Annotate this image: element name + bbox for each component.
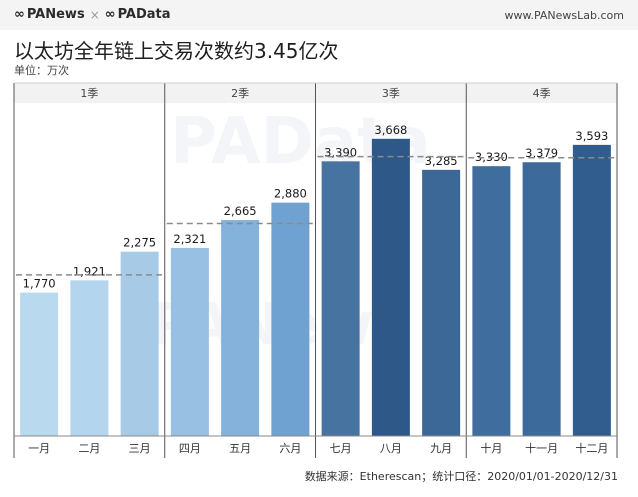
bar: [472, 166, 511, 436]
data-label: 3,390: [324, 145, 357, 159]
padata-logo-icon: ∞: [104, 7, 116, 22]
data-label: 2,880: [274, 187, 307, 201]
bar: [70, 280, 109, 436]
group-header-bg: [466, 83, 617, 103]
data-label: 3,593: [575, 129, 608, 143]
bar: [20, 292, 59, 436]
bar: [522, 162, 561, 436]
panews-logo-icon: ∞: [14, 7, 25, 22]
category-label: 三月: [129, 442, 151, 455]
bar: [170, 247, 209, 436]
group-label: 2季: [231, 87, 249, 100]
category-label: 四月: [179, 442, 201, 455]
data-label: 3,668: [374, 123, 407, 137]
chart-unit: 单位：万次: [14, 64, 69, 77]
site-url: www.PANewsLab.com: [504, 9, 625, 22]
category-label: 十二月: [575, 441, 608, 455]
bar: [422, 169, 461, 437]
data-label: 2,275: [123, 236, 156, 250]
category-label: 九月: [430, 442, 452, 455]
bar: [321, 161, 360, 437]
bar: [271, 202, 310, 436]
data-source: 数据来源：Etherescan；统计口径：2020/01/01-2020/12/…: [304, 470, 618, 483]
bar: [572, 144, 611, 436]
data-label: 3,379: [525, 146, 558, 160]
data-label: 1,770: [23, 277, 56, 291]
group-label: 4季: [533, 87, 551, 100]
group-label: 1季: [80, 87, 98, 100]
group-header-bg: [164, 83, 316, 103]
category-label: 一月: [28, 442, 50, 455]
group-header-bg: [315, 83, 467, 103]
bar: [120, 251, 159, 436]
group-header-bg: [14, 83, 165, 103]
bar: [371, 138, 410, 436]
group-label: 3季: [382, 87, 400, 100]
brand-padata: PAData: [117, 7, 171, 22]
header-bar: ∞ PANews × ∞ PAData www.PANewsLab.com: [0, 0, 638, 30]
data-label: 2,321: [173, 232, 206, 246]
data-label: 2,665: [224, 204, 257, 218]
category-label: 五月: [229, 442, 251, 455]
data-label: 1,921: [73, 264, 106, 278]
category-label: 八月: [380, 442, 402, 455]
category-label: 七月: [330, 442, 352, 455]
brand-separator: ×: [89, 7, 100, 22]
brand-logo: ∞ PANews × ∞ PAData: [14, 7, 171, 22]
brand-panews: PANews: [26, 7, 85, 22]
category-label: 十一月: [525, 441, 558, 455]
category-label: 十月: [480, 441, 502, 455]
category-label: 二月: [78, 442, 100, 455]
chart-title: 以太坊全年链上交易次数约3.45亿次: [14, 39, 339, 63]
bar: [221, 220, 260, 436]
category-label: 六月: [279, 442, 301, 455]
